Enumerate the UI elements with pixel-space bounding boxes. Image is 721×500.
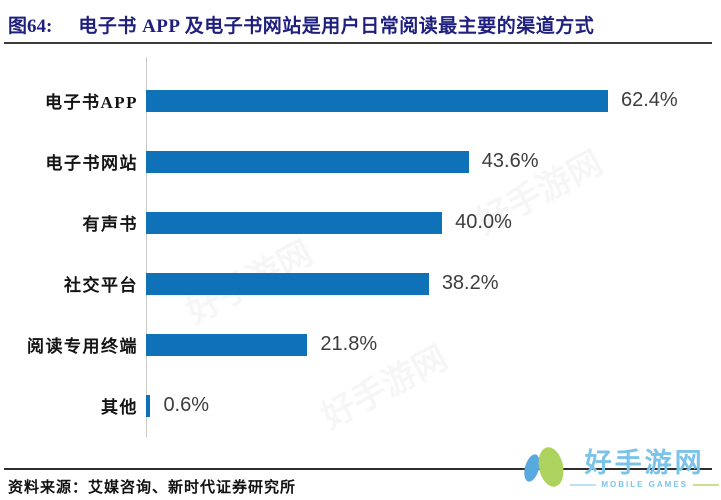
chart-header: 图64: 电子书 APP 及电子书网站是用户日常阅读最主要的渠道方式 <box>8 11 713 38</box>
chart-row: 有声书 40.0% <box>0 192 721 253</box>
value-label: 38.2% <box>441 272 499 294</box>
value-label: 21.8% <box>320 333 378 355</box>
site-watermark-subtitle-text: MOBILE GAMES <box>601 480 688 489</box>
site-logo-icon <box>521 443 567 496</box>
chart-row: 社交平台 38.2% <box>0 253 721 314</box>
category-label: 电子书APP <box>44 93 138 112</box>
bar <box>146 333 308 356</box>
figure-number-label: 图64: <box>8 16 53 37</box>
bar-chart: 电子书APP 62.4% 电子书网站 43.6% 有声书 40.0% 社交平台 38.2% 阅读… <box>0 70 721 436</box>
site-watermark-subtitle: MOBILE GAMES <box>570 480 719 489</box>
bar <box>146 211 443 234</box>
watermark-dash-right <box>693 483 719 486</box>
chart-row: 电子书网站 43.6% <box>0 131 721 192</box>
bar <box>146 272 429 295</box>
value-label: 40.0% <box>455 211 512 233</box>
category-label: 阅读专用终端 <box>27 337 138 356</box>
page-title: 电子书 APP 及电子书网站是用户日常阅读最主要的渠道方式 <box>78 16 595 37</box>
category-label: 电子书网站 <box>45 154 138 173</box>
value-label: 62.4% <box>621 89 678 111</box>
title-separator-line <box>4 42 712 44</box>
site-watermark: 好手游网 MOBILE GAMES <box>521 443 719 496</box>
bar <box>146 394 151 417</box>
chart-row: 电子书APP 62.4% <box>0 70 721 131</box>
bar <box>146 89 608 112</box>
value-label: 43.6% <box>481 150 539 172</box>
chart-row: 阅读专用终端 21.8% <box>0 314 721 375</box>
chart-rows: 电子书APP 62.4% 电子书网站 43.6% 有声书 40.0% 社交平台 38.2% 阅读… <box>0 70 721 436</box>
source-note: 资料来源：艾媒咨询、新时代证券研究所 <box>8 480 297 496</box>
category-label: 其他 <box>101 398 138 417</box>
chart-row: 其他 0.6% <box>0 375 721 436</box>
category-label: 社交平台 <box>64 276 138 295</box>
bar <box>146 150 469 173</box>
site-watermark-name: 好手游网 <box>584 448 705 478</box>
y-axis-line <box>146 57 147 437</box>
footer-separator-line <box>4 468 712 470</box>
watermark-dash-left <box>570 483 597 486</box>
value-label: 0.6% <box>163 394 210 416</box>
category-label: 有声书 <box>82 215 138 234</box>
